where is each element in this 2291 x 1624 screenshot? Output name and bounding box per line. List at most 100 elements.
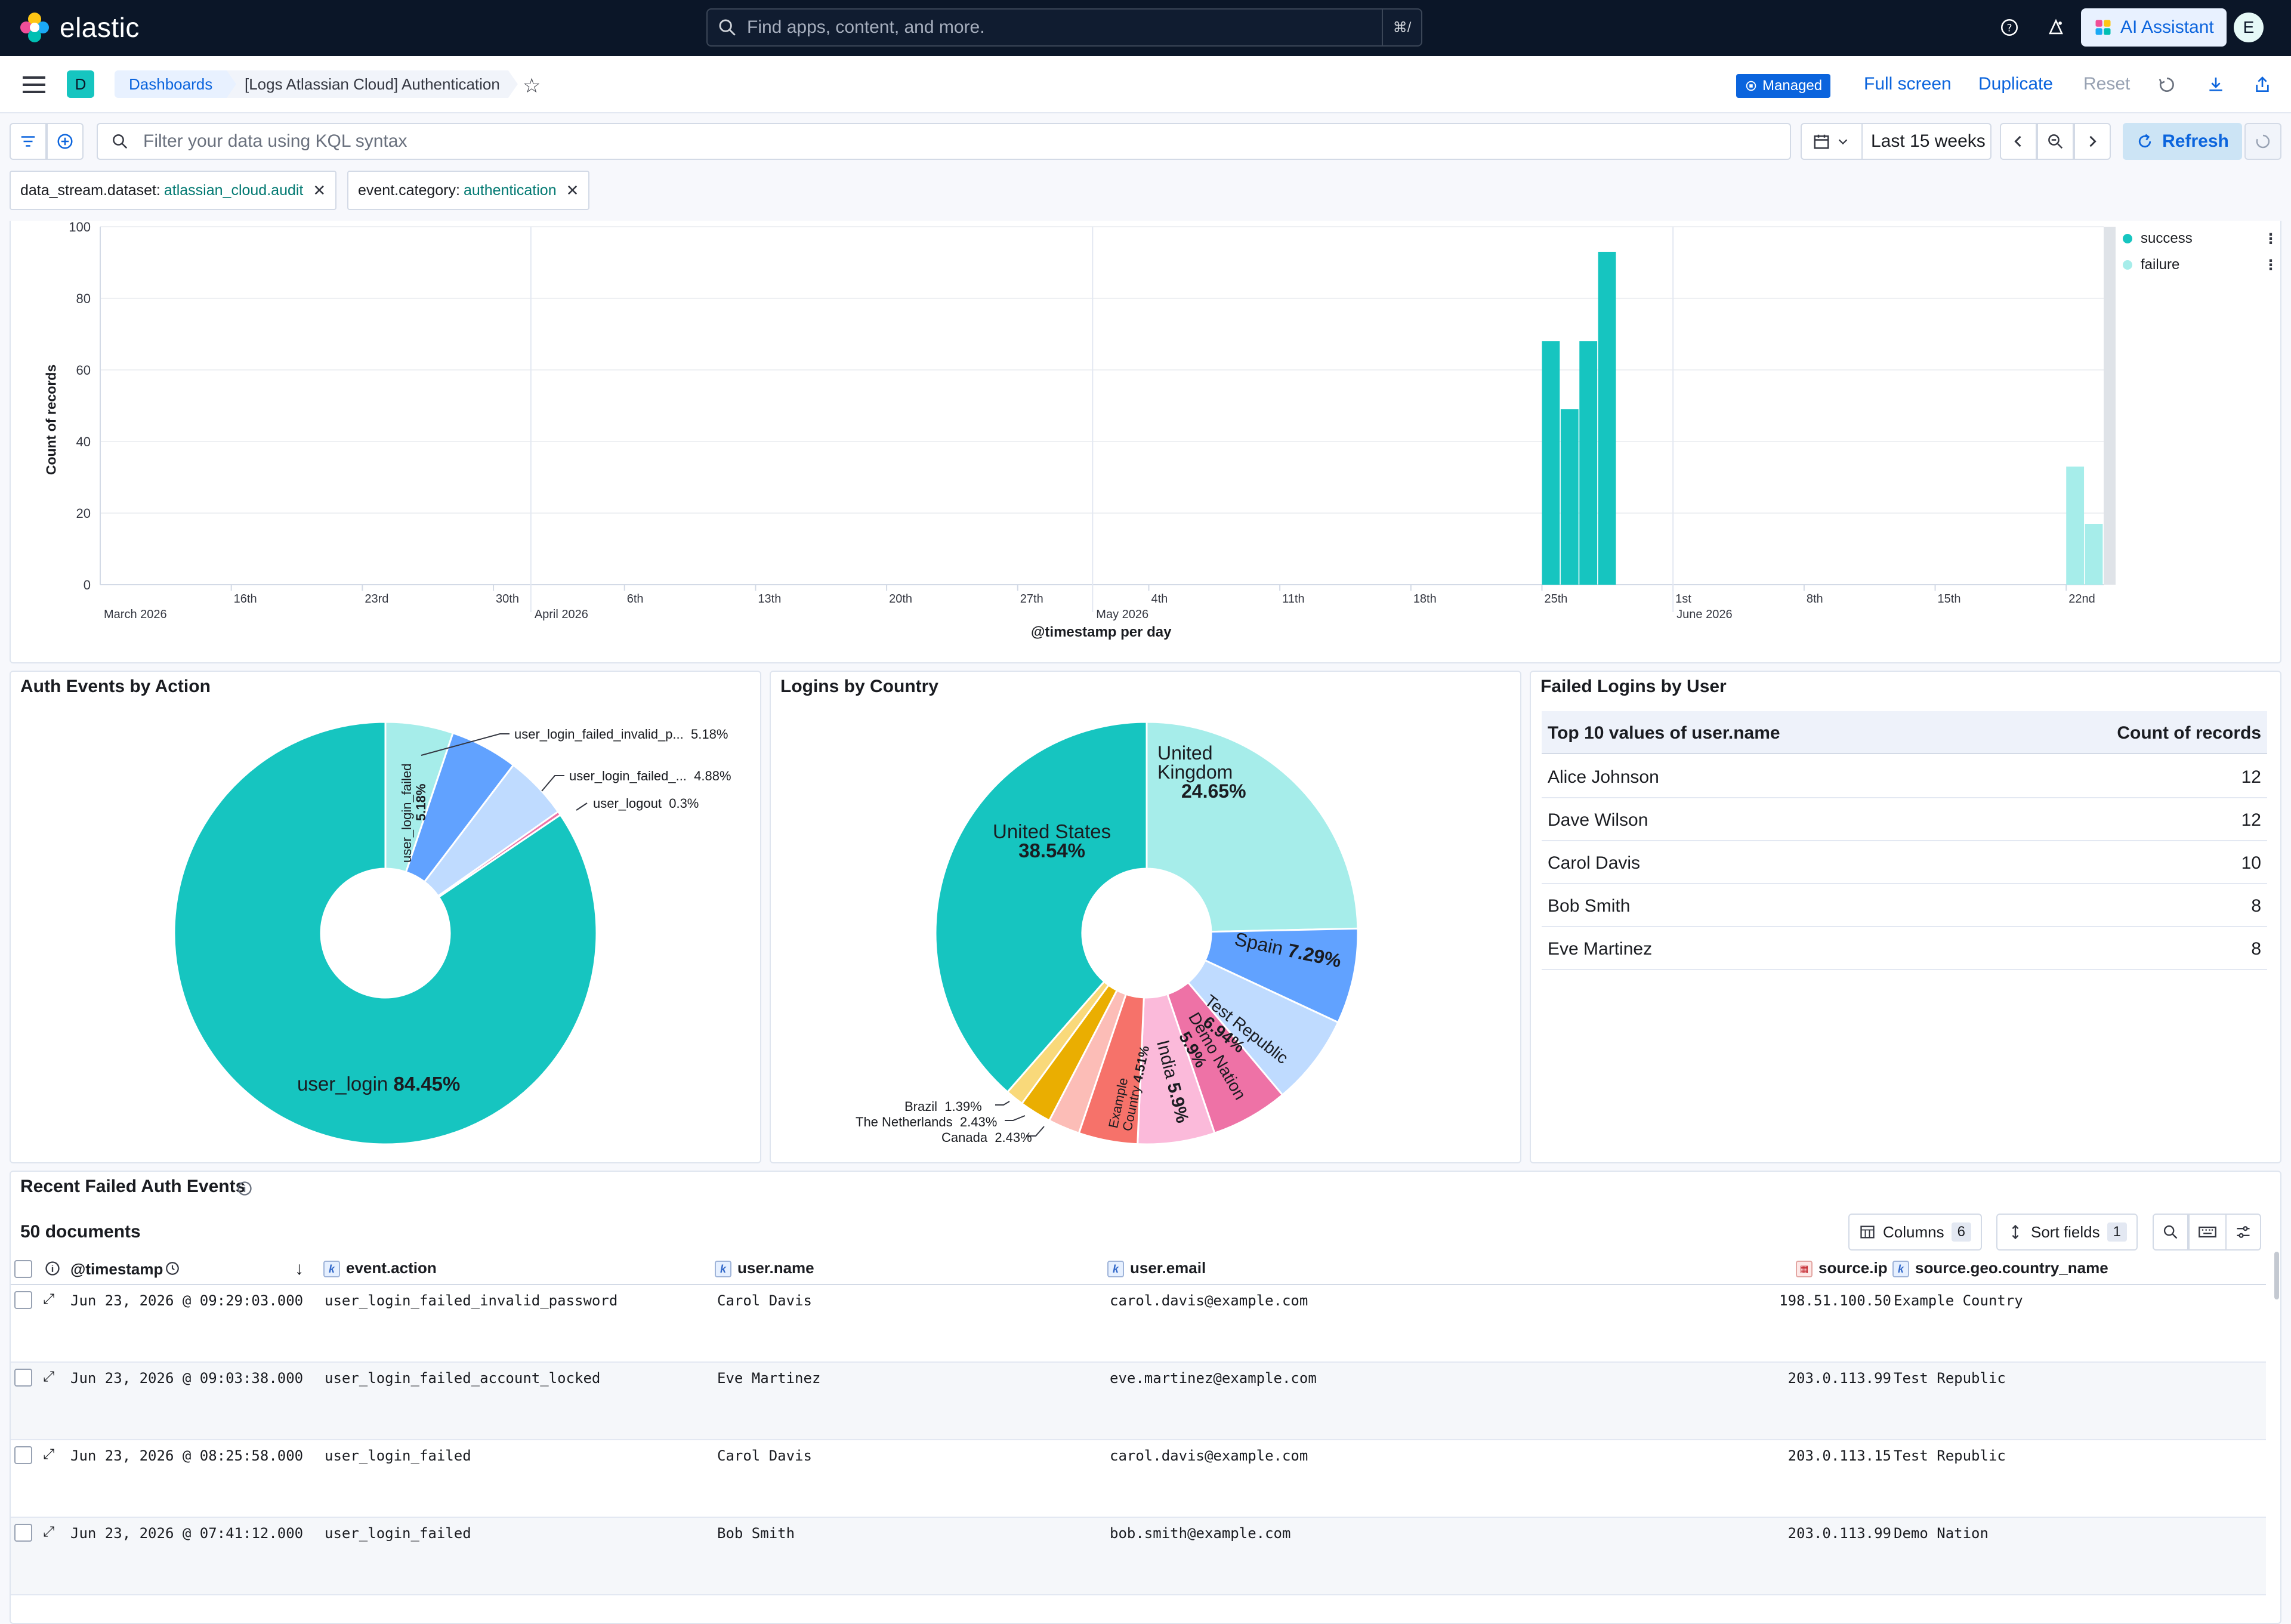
table-scrollbar[interactable] xyxy=(2274,1252,2279,1299)
favorite-star-icon[interactable]: ☆ xyxy=(523,75,541,97)
column-header-user-name[interactable]: k user.name xyxy=(715,1259,814,1278)
add-filter-button[interactable] xyxy=(47,123,84,160)
cell-source-ip: 203.0.113.15 xyxy=(1787,1447,1891,1464)
callout-label: user_logout 0.3% xyxy=(593,796,699,811)
expand-row-icon[interactable]: ⤢ xyxy=(43,1291,55,1307)
refresh-button[interactable]: Refresh xyxy=(2123,123,2242,160)
bar-success xyxy=(1579,341,1598,585)
sort-descending-icon[interactable]: ↓ xyxy=(295,1259,304,1279)
table-row[interactable]: ⤢ Jun 23, 2026 @ 09:03:38.000 user_login… xyxy=(11,1363,2266,1440)
callout-leader xyxy=(995,1101,1010,1106)
table-row: Bob Smith 8 xyxy=(1542,884,2267,927)
kql-placeholder: Filter your data using KQL syntax xyxy=(143,131,407,151)
select-all-checkbox[interactable] xyxy=(14,1260,32,1278)
filter-field: data_stream.dataset: xyxy=(20,181,160,199)
month-label: March 2026 xyxy=(104,608,167,621)
row-checkbox[interactable] xyxy=(14,1291,32,1309)
sort-icon xyxy=(2012,1224,2019,1240)
global-search-input[interactable]: Find apps, content, and more. ⌘/ xyxy=(706,8,1422,47)
y-tick-label: 80 xyxy=(76,291,91,306)
row-checkbox[interactable] xyxy=(14,1369,32,1387)
column-header-timestamp[interactable]: @timestamp xyxy=(70,1260,163,1278)
menu-icon[interactable] xyxy=(23,75,45,94)
x-tick-label: 25th xyxy=(1545,592,1568,606)
duplicate-button[interactable]: Duplicate xyxy=(1978,74,2054,94)
legend-item-success[interactable]: success ⋮ xyxy=(2123,226,2278,252)
column-header-country[interactable]: k source.geo.country_name xyxy=(1892,1259,2108,1278)
filter-pill-category[interactable]: event.category: authentication ✕ xyxy=(347,171,590,210)
calendar-icon xyxy=(1814,134,1829,149)
callout-label: user_login_failed_invalid_p... 5.18% xyxy=(514,727,728,742)
table-row[interactable]: ⤢ Jun 23, 2026 @ 07:41:12.000 user_login… xyxy=(11,1518,2266,1595)
x-tick-label: 4th xyxy=(1151,592,1168,606)
display-settings-button[interactable] xyxy=(2225,1214,2261,1251)
slice-user-login xyxy=(173,721,598,1146)
auto-refresh-icon[interactable] xyxy=(2155,73,2179,97)
reset-button[interactable]: Reset xyxy=(2083,74,2131,94)
month-label: May 2026 xyxy=(1096,608,1148,621)
kql-search-input[interactable]: Filter your data using KQL syntax xyxy=(97,123,1791,160)
zoom-out-button[interactable] xyxy=(2037,123,2074,160)
space-selector[interactable]: D xyxy=(67,70,94,98)
previous-range-button[interactable] xyxy=(2000,123,2037,160)
y-axis-title: Count of records xyxy=(43,364,59,476)
remove-filter-icon[interactable]: ✕ xyxy=(313,181,326,199)
refresh-options-button[interactable] xyxy=(2244,123,2281,160)
next-range-button[interactable] xyxy=(2074,123,2111,160)
legend-actions-icon[interactable]: ⋮ xyxy=(2264,230,2278,247)
table-row[interactable]: ⤢ Jun 23, 2026 @ 09:29:03.000 user_login… xyxy=(11,1285,2266,1363)
expand-row-icon[interactable]: ⤢ xyxy=(43,1446,55,1462)
filter-menu-button[interactable] xyxy=(10,123,47,160)
slice-label-user-login: user_login 84.45% xyxy=(297,1073,461,1095)
expand-row-icon[interactable]: ⤢ xyxy=(43,1524,55,1540)
help-icon[interactable]: ? xyxy=(1997,16,2021,39)
column-header-user-email[interactable]: k user.email xyxy=(1107,1259,1206,1278)
info-icon[interactable] xyxy=(44,1260,61,1277)
cell-timestamp: Jun 23, 2026 @ 08:25:58.000 xyxy=(70,1447,304,1464)
month-label: April 2026 xyxy=(535,608,588,621)
slice-label-united-kingdom: United Kingdom 24.65% xyxy=(1157,742,1246,802)
search-in-table-button[interactable] xyxy=(2153,1214,2188,1251)
date-range-label: Last 15 weeks xyxy=(1871,131,1986,151)
settings-sliders-icon xyxy=(2237,1226,2250,1238)
share-icon[interactable] xyxy=(2250,73,2274,97)
column-header-count[interactable]: Count of records xyxy=(2117,723,2261,743)
panel-title: Auth Events by Action xyxy=(20,677,211,696)
row-checkbox[interactable] xyxy=(14,1446,32,1464)
elastic-logo[interactable]: elastic xyxy=(18,11,140,44)
full-screen-button[interactable]: Full screen xyxy=(1864,74,1952,94)
date-picker[interactable]: Last 15 weeks xyxy=(1801,123,1991,160)
column-header-user-name[interactable]: Top 10 values of user.name xyxy=(1548,723,1780,743)
chart-legend: success ⋮ failure ⋮ xyxy=(2123,226,2278,278)
info-icon[interactable] xyxy=(236,1180,253,1197)
cell-event-action: user_login_failed_invalid_password xyxy=(325,1292,618,1309)
news-feed-icon[interactable] xyxy=(2044,16,2068,39)
cell-user-name: Carol Davis xyxy=(717,1447,812,1464)
legend-actions-icon[interactable]: ⋮ xyxy=(2264,257,2278,273)
columns-button[interactable]: Columns 6 xyxy=(1848,1214,1982,1251)
breadcrumb-dashboards[interactable]: Dashboards xyxy=(115,70,236,98)
row-checkbox[interactable] xyxy=(14,1524,32,1542)
column-header-event-action[interactable]: k event.action xyxy=(323,1259,437,1278)
column-header-source-ip[interactable]: ▦ source.ip xyxy=(1796,1259,1888,1278)
auto-refresh-icon xyxy=(2256,134,2270,149)
ai-assistant-button[interactable]: AI Assistant xyxy=(2081,8,2227,47)
callout-label-brazil: Brazil 1.39% xyxy=(904,1099,982,1114)
keyboard-shortcuts-button[interactable] xyxy=(2188,1214,2227,1251)
legend-item-failure[interactable]: failure ⋮ xyxy=(2123,252,2278,278)
panel-title: Recent Failed Auth Events xyxy=(20,1177,246,1196)
remove-filter-icon[interactable]: ✕ xyxy=(566,181,579,199)
callout-label-netherlands: The Netherlands 2.43% xyxy=(856,1114,998,1129)
app-header: D Dashboards [Logs Atlassian Cloud] Auth… xyxy=(0,56,2291,113)
sort-fields-button[interactable]: Sort fields 1 xyxy=(1996,1214,2138,1251)
filter-pill-dataset[interactable]: data_stream.dataset: atlassian_cloud.aud… xyxy=(10,171,337,210)
managed-badge[interactable]: Managed xyxy=(1736,74,1831,98)
slice-label-united-states: United States 38.54% xyxy=(993,820,1111,862)
user-avatar[interactable]: E xyxy=(2234,13,2264,42)
cell-source-ip: 203.0.113.99 xyxy=(1787,1525,1891,1542)
download-icon[interactable] xyxy=(2204,73,2228,97)
expand-row-icon[interactable]: ⤢ xyxy=(43,1369,55,1385)
table-row[interactable]: ⤢ Jun 23, 2026 @ 08:25:58.000 user_login… xyxy=(11,1440,2266,1518)
cell-user-email: eve.martinez@example.com xyxy=(1110,1370,1317,1387)
chevron-down-icon xyxy=(1838,139,1848,145)
